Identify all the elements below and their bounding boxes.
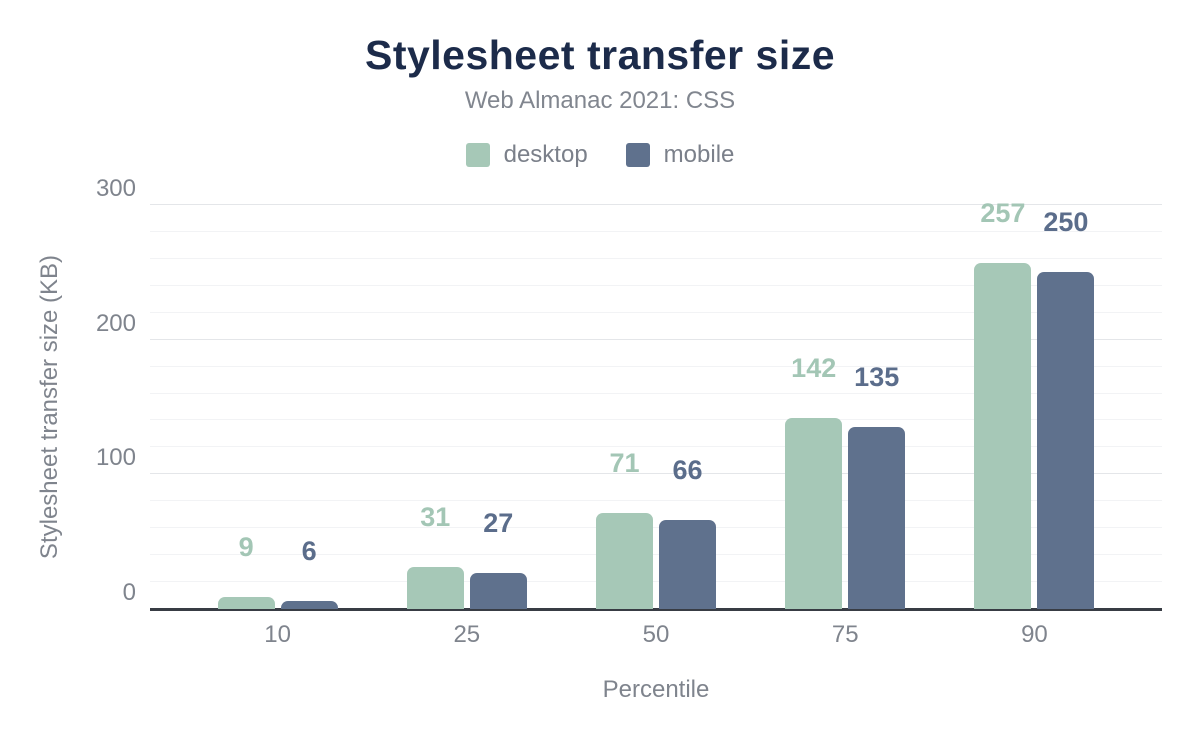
bar-desktop-p10 [217, 596, 275, 609]
bar-mobile-p90 [1037, 272, 1095, 609]
value-label-mobile-p25: 27 [483, 507, 514, 538]
bar-pair-p75 [785, 417, 906, 609]
plot-area: 9 6 31 27 71 66 142 135 257 250 0 100 200 300 [96, 175, 1162, 611]
gridline-major-300 [150, 204, 1162, 205]
gridline-minor-240 [150, 284, 1162, 286]
bar-pair-p25 [406, 567, 527, 609]
bar-pair-p90 [974, 262, 1095, 609]
x-axis-line [150, 608, 1162, 611]
legend-label-desktop: desktop [503, 141, 588, 168]
legend-label-mobile: mobile [663, 141, 735, 168]
x-tick-label-10: 10 [264, 621, 291, 648]
gridline-minor-280 [150, 230, 1162, 232]
gridline-minor-40 [150, 554, 1162, 556]
gridline-major-200 [150, 338, 1162, 340]
gridline-minor-160 [150, 392, 1162, 394]
y-tick-label-300: 300 [95, 175, 136, 202]
bar-desktop-p75 [785, 417, 843, 609]
gridline-minor-260 [150, 257, 1162, 259]
value-label-mobile-p50: 66 [672, 455, 703, 486]
bar-desktop-p90 [974, 262, 1032, 609]
x-tick-label-90: 90 [1021, 621, 1048, 648]
bar-mobile-p75 [848, 427, 906, 609]
legend-swatch-desktop [465, 143, 490, 167]
legend-item-mobile: mobile [625, 141, 735, 169]
bar-desktop-p25 [406, 567, 464, 609]
y-tick-label-100: 100 [95, 444, 136, 472]
gridline-minor-140 [150, 419, 1162, 421]
gridline-minor-60 [150, 527, 1162, 529]
gridline-minor-220 [150, 311, 1162, 313]
value-label-desktop-p50: 71 [609, 448, 640, 479]
value-label-desktop-p90: 257 [980, 197, 1026, 228]
value-label-mobile-p10: 6 [301, 535, 317, 566]
y-tick-label-200: 200 [95, 309, 136, 337]
x-axis-title: Percentile [602, 676, 710, 703]
value-label-desktop-p25: 31 [420, 502, 451, 533]
y-tick-label-0: 0 [122, 579, 136, 606]
bar-group-p90: 257 250 [940, 198, 1129, 609]
x-tick-label-25: 25 [453, 621, 481, 648]
bar-mobile-p10 [280, 600, 338, 609]
value-label-mobile-p90: 250 [1043, 207, 1089, 238]
gridline-minor-80 [150, 500, 1162, 502]
bar-pair-p50 [596, 513, 716, 609]
gridline-major-100 [150, 473, 1162, 475]
value-label-desktop-p10: 9 [238, 531, 254, 562]
bar-pair-p10 [217, 596, 338, 609]
legend: desktop mobile [0, 141, 1200, 169]
bar-groups: 9 6 31 27 71 66 142 135 257 250 [183, 198, 1129, 609]
gridline-minor-180 [150, 365, 1162, 367]
chart-subtitle: Web Almanac 2021: CSS [464, 87, 736, 114]
bar-mobile-p25 [469, 572, 527, 609]
bar-desktop-p50 [596, 513, 653, 609]
chart-title: Stylesheet transfer size [364, 32, 836, 78]
value-label-desktop-p75: 142 [791, 352, 837, 383]
x-tick-label-75: 75 [831, 621, 859, 648]
x-tick-label-50: 50 [642, 621, 670, 648]
legend-item-desktop: desktop [465, 141, 588, 169]
legend-swatch-mobile [625, 143, 650, 167]
x-tick-labels: 10 25 50 75 90 [183, 621, 1129, 649]
bar-group-p50: 71 66 [561, 205, 750, 609]
bar-group-p75: 142 135 [751, 205, 940, 609]
y-axis-title: Stylesheet transfer size (KB) [36, 254, 63, 560]
bar-group-p25: 31 27 [372, 205, 561, 609]
gridline-minor-120 [150, 446, 1162, 448]
gridline-minor-20 [150, 581, 1162, 583]
bar-mobile-p50 [659, 520, 716, 609]
value-label-mobile-p75: 135 [854, 362, 900, 393]
